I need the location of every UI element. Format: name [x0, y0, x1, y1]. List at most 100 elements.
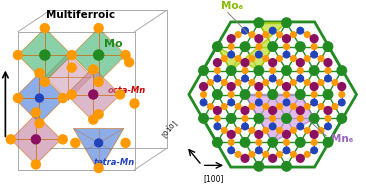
Circle shape [291, 56, 296, 61]
Circle shape [282, 114, 291, 123]
Circle shape [325, 116, 331, 121]
Circle shape [277, 128, 283, 133]
Circle shape [235, 128, 241, 133]
Circle shape [240, 42, 250, 51]
Circle shape [200, 99, 207, 106]
Circle shape [256, 92, 262, 97]
Circle shape [125, 58, 134, 67]
Circle shape [291, 80, 296, 85]
Circle shape [263, 104, 269, 109]
Circle shape [298, 68, 303, 73]
Circle shape [235, 32, 241, 37]
Circle shape [242, 123, 248, 130]
Circle shape [305, 104, 310, 109]
Circle shape [263, 56, 269, 61]
Circle shape [213, 90, 222, 99]
Polygon shape [189, 22, 356, 167]
Circle shape [338, 83, 346, 90]
Circle shape [89, 115, 98, 124]
Circle shape [95, 139, 102, 147]
Text: [100]: [100] [203, 174, 224, 183]
Circle shape [283, 147, 290, 154]
Circle shape [277, 152, 283, 157]
Circle shape [263, 128, 269, 133]
Polygon shape [66, 68, 120, 121]
Circle shape [249, 32, 255, 37]
Circle shape [67, 51, 76, 60]
Circle shape [339, 92, 345, 97]
Circle shape [256, 44, 262, 50]
Circle shape [121, 51, 130, 60]
Circle shape [337, 114, 347, 123]
Circle shape [58, 135, 67, 144]
Circle shape [36, 94, 44, 102]
Circle shape [310, 35, 318, 43]
Text: Multiferroic: Multiferroic [46, 10, 115, 20]
Circle shape [297, 123, 304, 130]
Circle shape [269, 75, 276, 82]
Circle shape [94, 50, 104, 60]
Circle shape [214, 123, 221, 130]
Circle shape [235, 152, 241, 157]
Circle shape [89, 90, 98, 99]
Circle shape [242, 68, 248, 73]
Circle shape [241, 59, 249, 67]
Circle shape [277, 56, 283, 61]
Circle shape [255, 131, 263, 138]
Circle shape [221, 80, 227, 85]
Circle shape [208, 80, 213, 85]
Circle shape [332, 80, 338, 85]
Circle shape [40, 24, 49, 33]
Polygon shape [18, 28, 72, 82]
Circle shape [255, 99, 262, 106]
Circle shape [291, 152, 296, 157]
Polygon shape [74, 129, 124, 172]
Circle shape [254, 162, 264, 171]
Circle shape [235, 56, 241, 61]
Circle shape [296, 138, 305, 147]
Circle shape [263, 152, 269, 157]
Circle shape [282, 18, 291, 27]
Circle shape [269, 154, 277, 162]
Circle shape [269, 123, 276, 130]
Circle shape [241, 107, 249, 114]
Circle shape [201, 92, 206, 97]
Circle shape [213, 138, 222, 147]
Circle shape [221, 128, 227, 133]
Circle shape [268, 138, 277, 147]
Circle shape [255, 83, 263, 90]
Polygon shape [245, 94, 314, 142]
Circle shape [130, 99, 139, 108]
Circle shape [235, 80, 241, 85]
Circle shape [296, 154, 304, 162]
Circle shape [242, 75, 248, 82]
Polygon shape [45, 53, 92, 100]
Text: Mn₆: Mn₆ [332, 134, 354, 144]
Circle shape [283, 99, 290, 106]
Polygon shape [14, 73, 64, 123]
Circle shape [269, 107, 277, 114]
Circle shape [270, 68, 276, 73]
Circle shape [227, 114, 236, 123]
Circle shape [14, 94, 22, 103]
Circle shape [296, 59, 304, 67]
Circle shape [214, 116, 220, 121]
Circle shape [221, 104, 227, 109]
Circle shape [284, 44, 290, 50]
Circle shape [94, 77, 103, 86]
Circle shape [325, 68, 331, 73]
Circle shape [228, 139, 234, 145]
Circle shape [310, 83, 318, 90]
Circle shape [310, 131, 318, 138]
Circle shape [284, 139, 290, 145]
Circle shape [35, 68, 44, 77]
Circle shape [283, 35, 290, 43]
Circle shape [311, 99, 317, 106]
Circle shape [277, 104, 283, 109]
Circle shape [311, 92, 317, 97]
Circle shape [228, 99, 235, 106]
Text: Mo₆: Mo₆ [221, 1, 243, 11]
Circle shape [249, 152, 255, 157]
Circle shape [325, 75, 331, 82]
Circle shape [35, 119, 44, 128]
